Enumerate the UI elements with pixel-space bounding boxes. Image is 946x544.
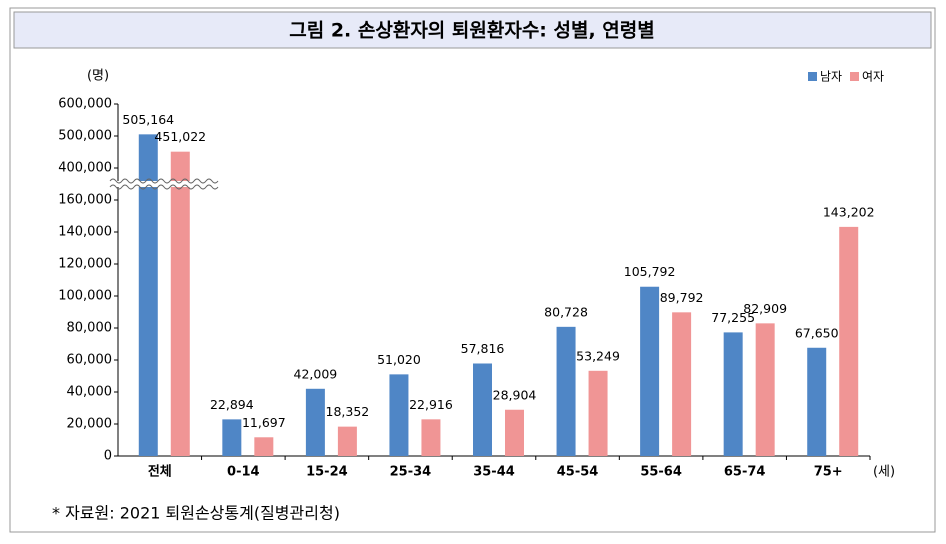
axis-break-line (109, 184, 219, 190)
bar (588, 370, 608, 456)
value-label: 53,249 (576, 348, 620, 363)
value-label: 11,697 (242, 415, 286, 430)
value-label: 51,020 (377, 352, 421, 367)
y-tick-label: 20,000 (67, 417, 113, 432)
y-tick-label: 400,000 (58, 161, 112, 176)
x-tick-label: 35-44 (473, 465, 515, 480)
value-label: 77,255 (711, 310, 755, 325)
bar (640, 286, 660, 456)
chart-title: 그림 2. 손상환자의 퇴원환자수: 성별, 연령별 (289, 20, 655, 42)
bar (138, 134, 158, 456)
bar (337, 426, 357, 456)
bar (672, 312, 692, 456)
axis-break-line (109, 178, 219, 184)
y-tick-label: 140,000 (58, 225, 112, 240)
bar (222, 419, 242, 456)
bar (505, 409, 524, 456)
value-label: 18,352 (326, 404, 370, 419)
legend-label: 여자 (862, 70, 884, 84)
bar (723, 332, 743, 456)
x-tick-label: 75+ (814, 465, 843, 480)
bar (421, 419, 441, 456)
bar (170, 151, 190, 456)
value-label: 28,904 (493, 387, 537, 402)
value-label: 89,792 (660, 290, 704, 305)
source-note: * 자료원: 2021 퇴원손상통계(질병관리청) (52, 504, 340, 523)
y-tick-label: 160,000 (58, 193, 112, 208)
value-label: 105,792 (624, 264, 676, 279)
y-unit: (명) (87, 69, 109, 84)
y-tick-label: 60,000 (67, 353, 113, 368)
legend-swatch (850, 72, 859, 81)
value-label: 67,650 (795, 325, 839, 340)
value-label: 82,909 (743, 301, 787, 316)
x-tick-label: 45-54 (557, 465, 599, 480)
value-label: 451,022 (154, 129, 206, 144)
legend-label: 남자 (820, 70, 842, 84)
bar (839, 226, 859, 456)
x-unit: (세) (873, 465, 895, 480)
x-tick-label: 65-74 (724, 465, 766, 480)
y-tick-label: 120,000 (58, 257, 112, 272)
value-label: 143,202 (823, 204, 875, 219)
x-tick-label: 전체 (148, 464, 172, 480)
frame (9, 7, 936, 533)
value-label: 42,009 (294, 366, 338, 381)
y-tick-label: 600,000 (58, 97, 112, 112)
legend-swatch (808, 72, 817, 81)
x-tick-label: 0-14 (227, 465, 260, 480)
bar (755, 323, 775, 456)
y-tick-label: 80,000 (67, 321, 113, 336)
bar (389, 374, 409, 456)
bar (254, 437, 274, 456)
x-tick-label: 55-64 (640, 465, 682, 480)
x-tick-label: 25-34 (390, 465, 432, 480)
value-label: 505,164 (122, 112, 174, 127)
axis-break-gap (110, 181, 208, 187)
value-label: 22,894 (210, 397, 254, 412)
x-tick-label: 15-24 (306, 465, 348, 480)
y-tick-label: 100,000 (58, 289, 112, 304)
value-label: 80,728 (544, 304, 588, 319)
bar (473, 363, 492, 456)
y-tick-label: 0 (104, 449, 112, 464)
title-bar (13, 11, 932, 49)
bar (556, 326, 576, 456)
bar (305, 388, 325, 456)
y-tick-label: 500,000 (58, 129, 112, 144)
value-label: 22,916 (409, 397, 453, 412)
y-tick-label: 40,000 (67, 385, 113, 400)
bar (807, 347, 827, 456)
value-label: 57,816 (461, 341, 505, 356)
